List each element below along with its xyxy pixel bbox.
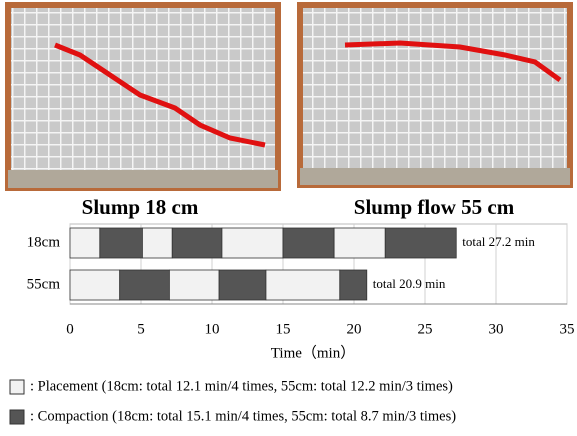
bar-segment	[218, 269, 267, 301]
legend-swatch	[9, 409, 25, 425]
bar-segment	[221, 227, 284, 259]
legend-swatch	[9, 379, 25, 395]
y-tick-label: 55cm	[27, 276, 61, 292]
bar-segment	[384, 227, 457, 259]
x-tick-label: 20	[347, 321, 362, 337]
photo-right	[297, 2, 573, 188]
x-axis-title: Time（min）	[271, 344, 355, 361]
legend-label: : Placement (18cm: total 12.1 min/4 time…	[30, 378, 453, 394]
bar-segment	[119, 269, 170, 301]
bar-segment	[265, 269, 341, 301]
photo-title: Slump flow 55 cm	[354, 195, 515, 219]
bar-segment	[142, 227, 173, 259]
x-tick-label: 25	[418, 321, 433, 337]
bar-segment	[171, 227, 223, 259]
x-tick-label: 10	[205, 321, 220, 337]
bar-segment	[99, 227, 143, 259]
y-tick-label: 18cm	[27, 234, 61, 250]
bar-segment	[168, 269, 220, 301]
bar-segment	[339, 269, 368, 301]
bar-segment	[69, 227, 101, 259]
photo-title: Slump 18 cm	[82, 195, 199, 219]
bar-segment	[333, 227, 386, 259]
photo-left	[5, 2, 281, 191]
bar-segment	[282, 227, 335, 259]
x-tick-label: 0	[66, 321, 74, 337]
x-tick-label: 15	[276, 321, 291, 337]
x-tick-label: 35	[560, 321, 575, 337]
bar-annotation: total 27.2 min	[462, 234, 535, 249]
bar-annotation: total 20.9 min	[373, 276, 446, 291]
x-tick-label: 5	[137, 321, 145, 337]
bar-segment	[69, 269, 121, 301]
legend-label: : Compaction (18cm: total 15.1 min/4 tim…	[30, 408, 456, 424]
x-tick-label: 30	[489, 321, 504, 337]
